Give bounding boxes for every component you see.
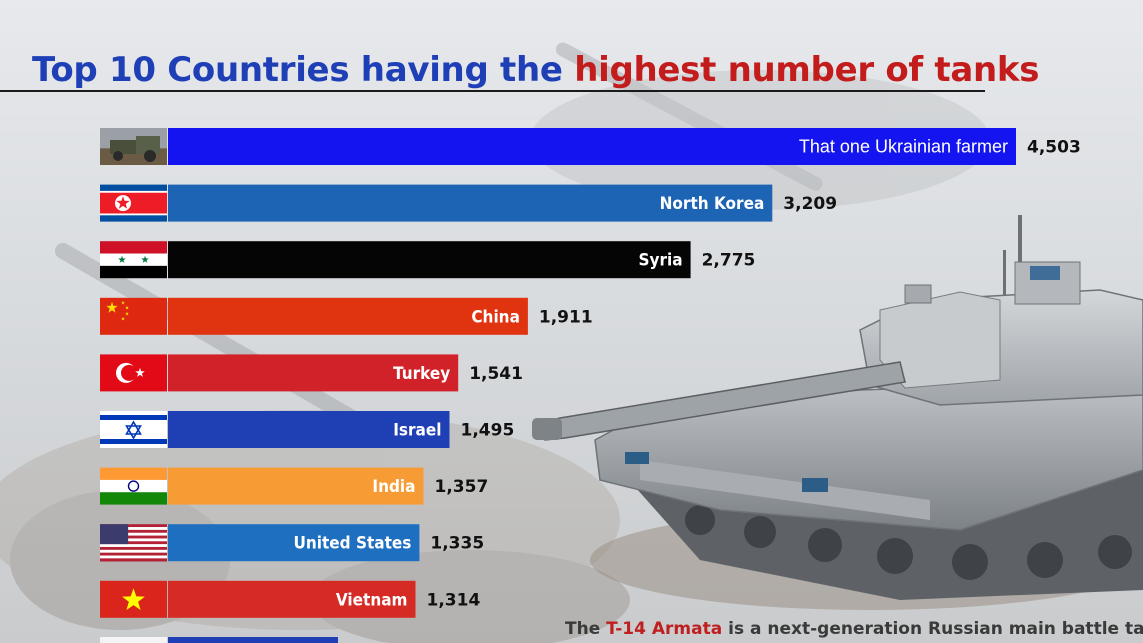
bar — [168, 241, 691, 279]
bar — [168, 297, 528, 335]
bar-value-label: 1,541 — [469, 364, 523, 384]
bar-row: That one Ukrainian farmer 4,503 — [100, 128, 1081, 165]
united-states-flag-icon — [100, 524, 167, 562]
bar-category-label: Syria — [639, 251, 683, 271]
bar-row: China 1,911 — [100, 297, 593, 335]
caption-highlight: T-14 Armata — [606, 619, 723, 639]
syria-flag-icon — [100, 241, 167, 279]
bottom-caption: The T-14 Armata is a next-generation Rus… — [565, 619, 1143, 639]
bar-category-label: China — [471, 307, 520, 327]
india-flag-icon — [100, 467, 167, 505]
partial-bar — [168, 637, 338, 643]
title-underline — [0, 90, 985, 92]
title-part-2-highlight: highest number of tanks — [574, 50, 1040, 90]
bar — [168, 467, 424, 505]
bar-category-label: Vietnam — [336, 590, 408, 610]
bar-category-label: North Korea — [660, 194, 765, 214]
bar — [168, 184, 773, 222]
bar-category-label: That one Ukrainian farmer — [799, 137, 1008, 157]
bar — [168, 524, 420, 562]
vietnam-flag-icon — [100, 580, 167, 618]
bar — [168, 354, 459, 392]
bar-row: Turkey 1,541 — [100, 354, 523, 392]
caption-lead: The — [565, 619, 607, 639]
bar-row: Vietnam 1,314 — [100, 580, 481, 618]
bar — [168, 580, 416, 618]
partial-bar-row-cut-off — [100, 637, 338, 643]
t14-armata-tank-illustration — [532, 215, 1143, 610]
turkey-flag-icon — [100, 354, 167, 392]
page-title: Top 10 Countries having the highest numb… — [32, 50, 1039, 90]
bar-category-label: Turkey — [393, 364, 450, 384]
partial-flag — [100, 637, 167, 643]
bar-row: Syria 2,775 — [100, 241, 756, 279]
bar-value-label: 2,775 — [702, 251, 756, 271]
bar-category-label: India — [372, 477, 415, 497]
bar-row: North Korea 3,209 — [100, 184, 837, 222]
caption-rest: is a next-generation Russian main battle… — [722, 619, 1143, 639]
bar-value-label: 1,495 — [461, 421, 515, 441]
bar-value-label: 1,335 — [430, 534, 484, 554]
north-korea-flag-icon — [100, 184, 167, 222]
bar-row: Israel 1,495 — [100, 411, 514, 448]
bar-value-label: 3,209 — [783, 194, 837, 214]
china-flag-icon — [100, 297, 167, 335]
bar — [168, 128, 1016, 165]
bar-value-label: 4,503 — [1027, 138, 1081, 158]
farmer-tractor-photo — [100, 128, 167, 165]
bar — [168, 411, 450, 448]
bar-row: India 1,357 — [100, 467, 489, 505]
bar-value-label: 1,911 — [539, 307, 593, 327]
bar-value-label: 1,314 — [427, 590, 481, 610]
bar-value-label: 1,357 — [435, 477, 489, 497]
bar-row: United States 1,335 — [100, 524, 484, 562]
israel-flag-icon — [100, 411, 167, 448]
bar-category-label: United States — [293, 534, 411, 554]
bar-category-label: Israel — [393, 421, 441, 441]
title-part-1: Top 10 Countries having the — [32, 50, 575, 90]
